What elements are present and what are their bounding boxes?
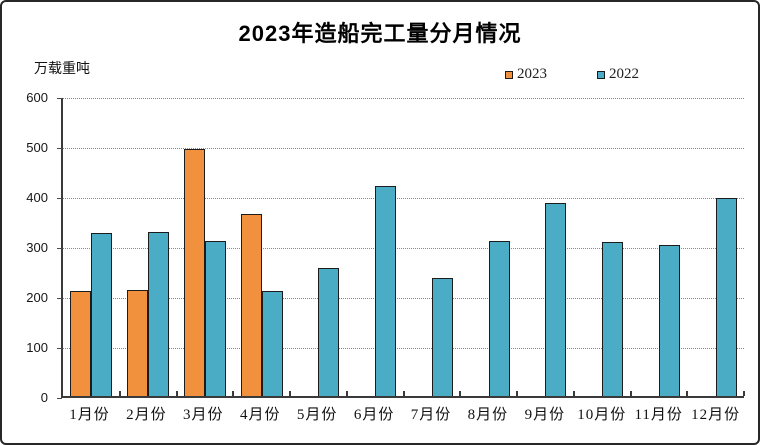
y-axis-tick (57, 398, 62, 399)
x-axis-tick-label: 12月份 (691, 407, 741, 423)
gridline-300 (63, 248, 744, 249)
y-axis-tick (57, 198, 62, 199)
x-axis-tick-label: 11月份 (634, 407, 683, 423)
legend: 2023 2022 (505, 66, 639, 83)
bar-2022-6月份 (375, 185, 397, 396)
y-axis-unit-label: 万载重吨 (34, 60, 90, 76)
category-slot-10 (574, 98, 632, 396)
category-slot-1 (63, 98, 121, 396)
category-slot-3 (177, 98, 235, 396)
x-axis-tick-label: 6月份 (353, 407, 395, 423)
x-axis-tick (402, 391, 405, 396)
x-axis-tick-label: 10月份 (577, 407, 627, 423)
bar-2022-3月份 (204, 241, 226, 396)
x-axis-tick-label: 4月份 (239, 407, 281, 423)
bar-2023-2月份 (127, 290, 149, 396)
category-slot-5 (290, 98, 348, 396)
x-axis-tick (232, 391, 235, 396)
x-axis-tick-label: 1月份 (69, 407, 110, 423)
category-slot-9 (517, 98, 575, 396)
bar-2022-7月份 (431, 278, 453, 396)
y-axis-tick-label: 600 (26, 90, 48, 105)
plot-area (57, 98, 745, 399)
category-slot-4 (233, 98, 291, 396)
y-axis-tick-label: 200 (26, 290, 48, 305)
gridline-400 (63, 198, 744, 199)
x-axis-tick (572, 391, 575, 396)
category-slot-8 (460, 98, 518, 396)
gridline-200 (63, 298, 744, 299)
bar-2022-1月份 (91, 232, 113, 396)
category-slot-6 (347, 98, 405, 396)
x-axis-tick (289, 391, 291, 396)
bar-slots (63, 98, 745, 396)
x-axis-tick (516, 391, 518, 396)
bar-2022-12月份 (715, 197, 737, 396)
bar-2022-10月份 (602, 242, 624, 396)
y-axis-tick (57, 348, 62, 349)
y-axis-tick-label: 300 (26, 240, 48, 255)
gridline-600 (63, 98, 744, 99)
x-axis-tick-label: 2月份 (126, 407, 167, 423)
category-slot-11 (631, 98, 689, 396)
legend-swatch-2022-icon (597, 70, 605, 79)
legend-item-2022: 2022 (597, 66, 639, 83)
x-axis-tick (175, 391, 178, 396)
x-axis-tick-label: 8月份 (467, 407, 509, 423)
x-axis-tick-label: 7月份 (410, 407, 452, 423)
gridline-500 (63, 148, 744, 149)
x-axis-tick (743, 391, 745, 396)
legend-item-2023: 2023 (505, 66, 547, 83)
y-axis-tick (57, 98, 62, 99)
x-axis-tick-label: 5月份 (296, 407, 338, 423)
x-axis-tick (686, 391, 689, 396)
category-slot-12 (687, 98, 745, 396)
x-axis-tick (629, 391, 632, 396)
chart-title: 2023年造船完工量分月情况 (238, 21, 522, 46)
bar-2022-2月份 (148, 231, 170, 396)
y-axis-tick (57, 148, 62, 149)
bar-2022-9月份 (545, 203, 567, 396)
x-axis-tick (118, 391, 121, 396)
legend-label-2022: 2022 (609, 66, 639, 82)
legend-swatch-2023-icon (505, 70, 513, 79)
bar-2022-8月份 (488, 241, 510, 396)
x-axis-tick (459, 391, 462, 396)
legend-label-2023: 2023 (517, 66, 547, 82)
category-slot-2 (120, 98, 178, 396)
x-axis-tick-label: 9月份 (524, 407, 566, 423)
y-axis-tick-label: 100 (26, 340, 48, 355)
bar-2022-5月份 (318, 267, 340, 396)
category-slot-7 (404, 98, 462, 396)
bar-2022-11月份 (658, 244, 680, 396)
bar-2023-3月份 (183, 149, 205, 396)
bar-2023-4月份 (240, 213, 262, 396)
y-axis-tick-label: 500 (26, 140, 48, 155)
bar-2022-4月份 (261, 291, 283, 396)
bar-2023-1月份 (70, 290, 92, 396)
y-axis-tick-label: 400 (26, 190, 48, 205)
x-axis-tick (345, 391, 348, 396)
y-axis-tick (57, 298, 62, 299)
y-axis-tick (57, 248, 62, 249)
y-axis-tick-label: 0 (40, 390, 48, 405)
x-axis-tick-labels: 1月份 2月份 3月份 4月份 5月份 6月份 7月份 8月份 9月份 10月份 11月份 12月份 (61, 403, 744, 424)
gridline-100 (63, 348, 744, 349)
x-axis-tick-label: 3月份 (183, 407, 224, 423)
